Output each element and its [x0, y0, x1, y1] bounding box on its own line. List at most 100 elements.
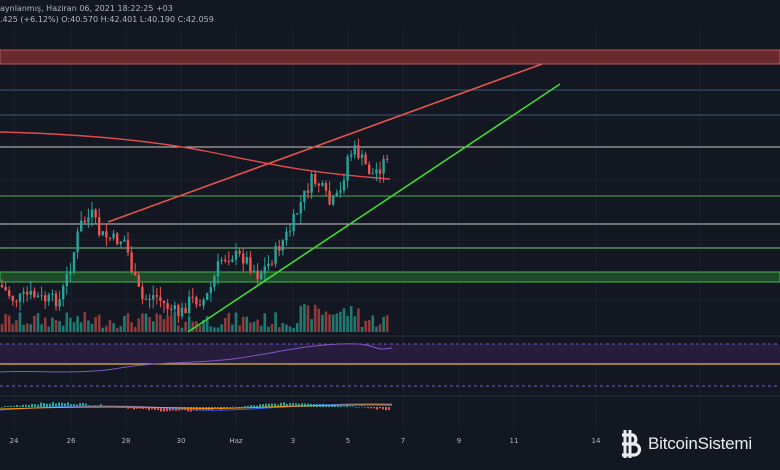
candle-body	[80, 220, 83, 232]
macd-histogram-bar	[289, 403, 291, 407]
macd-histogram-bar	[64, 403, 66, 407]
macd-histogram-bar	[7, 406, 9, 407]
candle-body	[58, 299, 61, 307]
volume-bar	[382, 316, 385, 332]
macd-histogram-bar	[58, 402, 60, 407]
macd-histogram-bar	[148, 407, 150, 411]
volume-bar	[339, 311, 342, 332]
macd-histogram-bar	[283, 402, 285, 407]
macd-histogram-bar	[100, 404, 102, 407]
volume-bar	[29, 324, 33, 332]
candle-body	[126, 239, 130, 253]
macd-histogram-bar	[250, 405, 252, 407]
macd-histogram-bar	[256, 405, 258, 407]
macd-histogram-bar	[52, 402, 54, 407]
header-timestamp: aynlanmış, Haziran 06, 2021 18:22:25 +03	[0, 4, 173, 13]
candle-body	[263, 266, 266, 274]
volume-bar	[198, 325, 202, 332]
watermark-text: BitcoinSistemi	[648, 434, 752, 453]
volume-bar	[76, 316, 79, 332]
volume-bar	[259, 325, 263, 332]
macd-histogram-bar	[355, 407, 357, 408]
macd-histogram-bar	[31, 403, 33, 407]
macd-histogram-bar	[142, 407, 144, 409]
candle-body	[314, 174, 317, 184]
macd-histogram-bar	[364, 406, 366, 408]
candle-body	[65, 274, 68, 287]
candle-body	[62, 286, 65, 300]
volume-bar	[245, 316, 249, 332]
volume-bar	[123, 315, 126, 332]
macd-histogram-bar	[343, 406, 345, 407]
candle-body	[270, 263, 274, 265]
candle-body	[292, 214, 295, 232]
macd-histogram-bar	[301, 403, 303, 407]
candle-body	[256, 270, 259, 280]
candle-body	[72, 252, 76, 272]
volume-bar	[238, 325, 241, 332]
volume-bar	[364, 320, 367, 332]
time-axis[interactable]: 24 26 28 30 Haz 3 5 7 9 11 14	[0, 430, 780, 470]
candle-body	[170, 308, 173, 310]
macd-histogram-bar	[49, 403, 51, 407]
candle-body	[0, 285, 4, 288]
volume-bar	[263, 313, 267, 332]
macd-histogram-bar	[1, 407, 3, 408]
candle-body	[87, 217, 90, 223]
macd-histogram-bar	[340, 405, 342, 407]
candle-body	[328, 190, 331, 205]
volume-bar	[177, 325, 180, 332]
candle-body	[166, 303, 169, 309]
candle-body	[137, 275, 140, 287]
macd-histogram-bar	[40, 402, 42, 407]
volume-bar	[97, 314, 101, 332]
volume-bar	[349, 306, 353, 332]
volume-bar	[184, 321, 187, 332]
volume-bar	[126, 313, 130, 332]
volume-bar	[101, 327, 105, 332]
candle-body	[220, 259, 223, 262]
volume-bar	[360, 326, 364, 332]
volume-bar	[357, 308, 360, 332]
candle-body	[371, 173, 374, 175]
candle-body	[238, 250, 241, 254]
volume-bar	[385, 315, 389, 332]
candle-body	[15, 300, 18, 302]
candle-body	[281, 240, 284, 251]
macd-histogram-bar	[166, 407, 168, 412]
macd-histogram-bar	[367, 407, 369, 409]
macd-histogram-bar	[145, 407, 147, 409]
volume-bar	[317, 308, 321, 332]
candle-body	[105, 231, 108, 238]
candle-body	[51, 293, 54, 295]
volume-bar	[25, 323, 29, 332]
candle-body	[335, 192, 338, 196]
candle-body	[54, 293, 58, 307]
volume-bar	[162, 319, 166, 332]
macd-histogram-bar	[253, 405, 255, 407]
macd-histogram-bar	[247, 405, 249, 407]
candle-body	[274, 246, 277, 264]
volume-bar	[54, 320, 58, 332]
rsi-band	[0, 344, 780, 364]
candle-body	[152, 295, 155, 300]
macd-histogram-bar	[382, 407, 384, 410]
macd-histogram-bar	[196, 407, 198, 411]
x-tick-label: Haz	[229, 437, 243, 445]
volume-bar	[378, 324, 382, 332]
candle-body	[332, 195, 335, 205]
macd-histogram-bar	[286, 403, 288, 407]
x-tick-label: 30	[176, 437, 186, 445]
volume-bar	[130, 322, 133, 332]
candle-body	[119, 241, 122, 245]
macd-histogram-bar	[139, 407, 141, 409]
volume-bar	[299, 306, 303, 332]
macd-histogram-bar	[232, 406, 234, 408]
candle-body	[108, 237, 112, 239]
volume-bar	[133, 326, 137, 332]
volume-bar	[155, 313, 159, 332]
candle-body	[368, 164, 371, 175]
macd-histogram-bar	[259, 404, 261, 407]
